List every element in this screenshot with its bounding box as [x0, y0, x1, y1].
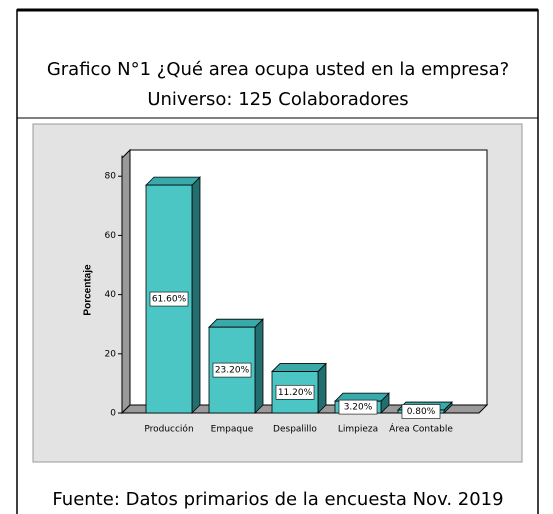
data-label-box: [149, 291, 189, 307]
y-axis-label: Porcentaje: [83, 264, 94, 316]
x-tick-label: Despalillo: [273, 425, 317, 435]
bar-side: [317, 362, 327, 414]
data-label: 23.20%: [215, 366, 250, 376]
source: Fuente: Datos primarios de la encuesta N…: [52, 489, 503, 510]
y-tick-label: 60: [105, 231, 117, 241]
data-label-box: [212, 362, 252, 378]
bar-top: [145, 176, 201, 186]
bar-side: [191, 176, 201, 414]
y-tick-label: 20: [105, 349, 117, 359]
bar-top: [271, 363, 327, 372]
bar-side: [254, 318, 264, 414]
chart-title: Grafico N°1 ¿Qué area ocupa usted en la …: [47, 59, 509, 80]
data-label: 3.20%: [344, 403, 373, 413]
data-label-box: [401, 404, 441, 419]
chart-subtitle: Universo: 125 Colaboradores: [147, 89, 408, 110]
data-label-box: [275, 384, 315, 400]
y-tick-label: 0: [110, 409, 116, 419]
data-label-box: [338, 399, 378, 415]
x-tick-label: Limpieza: [338, 425, 378, 435]
x-tick-label: Empaque: [211, 425, 254, 435]
y-tick-label: 40: [105, 290, 117, 300]
data-label: 11.20%: [278, 388, 313, 398]
x-tick-label: Producción: [144, 424, 193, 435]
data-label: 61.60%: [152, 295, 187, 305]
side-wall: [121, 148, 131, 415]
bar-top: [208, 318, 264, 328]
x-tick-label: Área Contable: [389, 423, 453, 435]
data-label: 0.80%: [407, 407, 436, 417]
y-tick-label: 80: [105, 172, 117, 182]
